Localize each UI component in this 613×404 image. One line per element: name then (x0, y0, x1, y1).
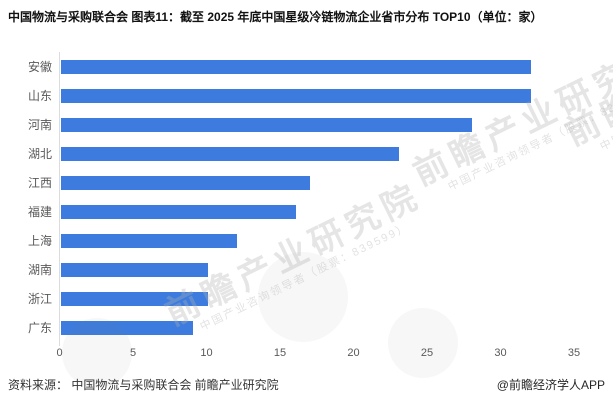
bar (60, 60, 531, 74)
category-label: 山东 (27, 89, 52, 103)
x-tick-label: 0 (56, 347, 63, 359)
category-label: 浙江 (27, 292, 52, 306)
bar (60, 263, 208, 277)
category-label: 江西 (27, 176, 52, 190)
bar (60, 176, 311, 190)
bar (60, 292, 208, 306)
bar (60, 205, 296, 219)
x-tick-label: 25 (420, 347, 434, 359)
bar (60, 89, 531, 103)
chart-title: 中国物流与采购联合会 图表11：截至 2025 年底中国星级冷链物流企业省市分布… (8, 10, 543, 24)
x-tick-label: 30 (494, 347, 507, 359)
bar (60, 147, 399, 161)
category-label: 安徽 (27, 60, 52, 74)
bar (60, 118, 473, 132)
x-tick-label: 15 (273, 347, 287, 359)
bar (60, 234, 237, 248)
category-label: 上海 (27, 234, 52, 248)
category-label: 广东 (27, 321, 52, 335)
x-tick-label: 35 (567, 347, 581, 359)
category-label: 湖北 (27, 147, 52, 161)
y-axis-line (59, 52, 60, 346)
x-tick-label: 10 (200, 347, 213, 359)
source-label: 资料来源： 中国物流与采购联合会 前瞻产业研究院 (8, 378, 279, 392)
credit-label: @前瞻经济学人APP (496, 378, 605, 392)
category-label: 河南 (27, 118, 52, 132)
bar (60, 321, 193, 335)
category-label: 湖南 (27, 263, 52, 277)
x-tick-label: 5 (129, 347, 137, 359)
x-tick-label: 20 (347, 347, 360, 359)
category-label: 福建 (27, 205, 52, 219)
